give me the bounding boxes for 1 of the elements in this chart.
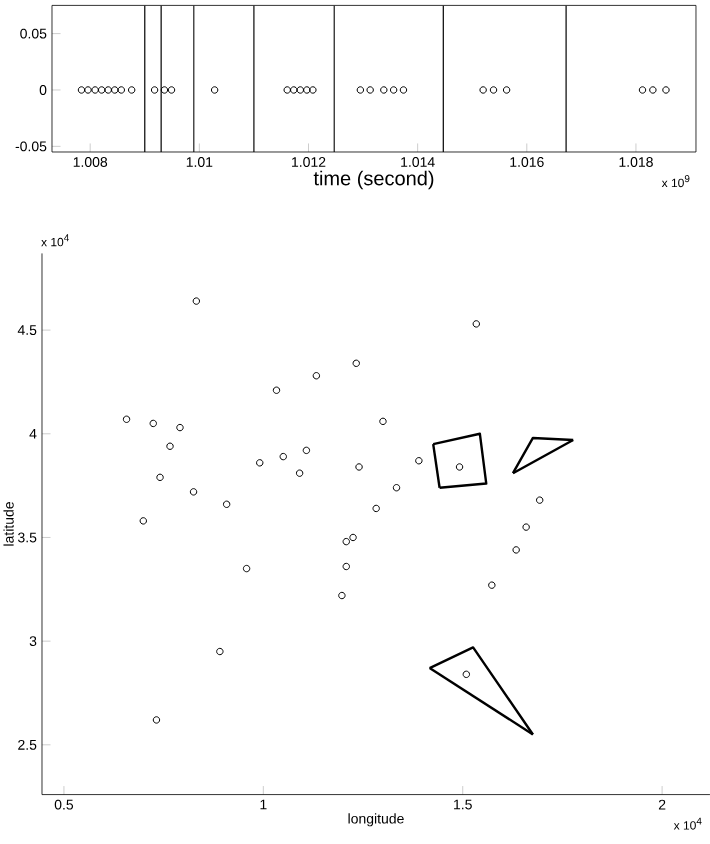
x-axis-title: time (second)	[313, 170, 434, 190]
